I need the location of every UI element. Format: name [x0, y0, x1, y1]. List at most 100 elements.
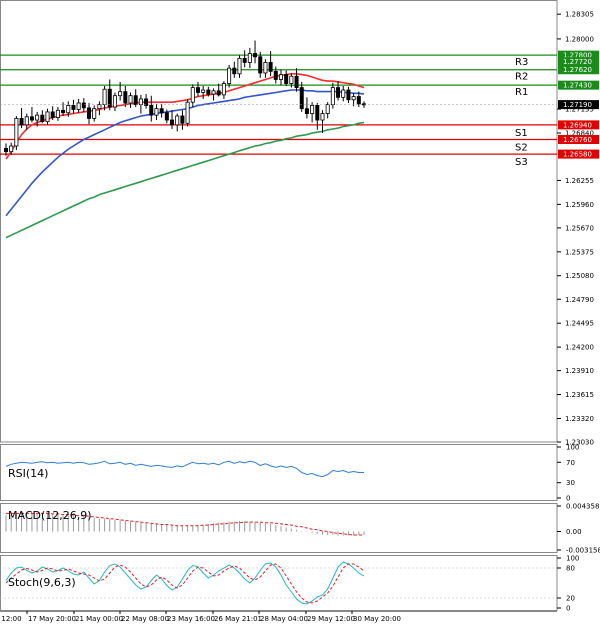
- stoch-panel-frame: [0, 555, 558, 611]
- candle: [325, 102, 330, 119]
- candle-body-bull: [341, 89, 346, 98]
- candle-body-bear: [336, 87, 341, 98]
- candle: [170, 110, 175, 129]
- candle-body-bull: [97, 104, 102, 110]
- current-price-tag-bg: [558, 100, 599, 110]
- candle: [268, 51, 273, 77]
- candle: [336, 81, 341, 101]
- price-tick-label: 1.26255: [565, 177, 594, 185]
- candle: [45, 108, 50, 125]
- price-tick-label: 1.23320: [565, 415, 594, 423]
- pivot-levels: R3 R2 R1 S1 S2 S3: [0, 54, 557, 168]
- candle-body-bull: [154, 108, 159, 116]
- candle-body-bear: [123, 91, 128, 104]
- candle: [216, 83, 221, 97]
- candle: [128, 92, 133, 108]
- price-tick-label: 1.25960: [565, 201, 594, 209]
- candle: [175, 113, 180, 132]
- candle-body-bull: [66, 105, 71, 114]
- candle: [206, 86, 211, 97]
- candle: [92, 105, 97, 122]
- candle: [55, 107, 60, 121]
- candle-body-bear: [29, 116, 34, 121]
- rsi-panel-tick-label: 100: [566, 444, 579, 452]
- candle-body-bear: [232, 67, 237, 75]
- candle-body-bear: [356, 96, 361, 105]
- candle-body-bear: [149, 105, 154, 116]
- candle-body-bear: [164, 112, 169, 121]
- level-label-s2: S2: [515, 142, 528, 153]
- candle-body-bear: [144, 98, 149, 106]
- candle: [242, 50, 247, 68]
- candle: [294, 68, 299, 92]
- candle: [351, 93, 356, 107]
- rsi-panel: 100 70 30 0: [0, 444, 579, 503]
- stoch-panel-tick-label: 100: [566, 555, 579, 563]
- candle: [35, 111, 40, 127]
- candle-body-bear: [180, 115, 185, 124]
- candle-body-bear: [81, 102, 86, 109]
- candle-body-bull: [76, 102, 81, 110]
- candle: [237, 55, 242, 78]
- ma-line-1: [5, 89, 365, 217]
- macd-title: MACD(12,26,9): [8, 509, 92, 522]
- time-tick-label: y 12:00: [0, 615, 22, 623]
- candle: [201, 85, 206, 99]
- candle-body-bull: [289, 75, 294, 84]
- level-tag-r2: 1.27620: [563, 66, 592, 74]
- candle-body-bull: [211, 90, 216, 95]
- candle-body-bull: [112, 95, 117, 108]
- moving-averages: [5, 73, 365, 239]
- candle-body-bull: [92, 108, 97, 119]
- candle: [102, 85, 107, 111]
- candle: [185, 98, 190, 127]
- candle: [29, 107, 34, 123]
- candle-body-bear: [294, 75, 299, 88]
- level-tag-r2-bg: [558, 65, 599, 75]
- candle: [227, 64, 232, 88]
- candle-body-bull: [263, 62, 268, 74]
- rsi-panel-tick-label: 30: [566, 479, 575, 487]
- candle-body-bear: [19, 118, 24, 126]
- rsi-line: [5, 460, 364, 478]
- time-tick-label: 21 May 00:00: [75, 615, 123, 623]
- candle: [304, 97, 309, 119]
- macd-panel-tick-label: 0.00: [566, 528, 582, 536]
- level-tag-r1-bg: [558, 80, 599, 90]
- candle: [66, 101, 71, 117]
- candle-body-bear: [159, 108, 164, 114]
- ma-line-2: [5, 121, 365, 239]
- candle: [247, 47, 252, 69]
- price-tick-label: 1.27135: [565, 106, 594, 114]
- rsi-panel-frame: [0, 444, 558, 501]
- level-tag-s2: 1.26760: [563, 136, 592, 144]
- candle: [253, 40, 258, 64]
- candle: [97, 101, 102, 116]
- candle: [118, 81, 123, 101]
- candle: [107, 79, 112, 111]
- candle: [19, 107, 24, 129]
- candle: [180, 110, 185, 130]
- stoch-signal-line: [5, 563, 365, 604]
- candle-body-bear: [40, 114, 45, 123]
- stoch-panel-tick-label: 20: [566, 595, 575, 603]
- candle-body-bull: [9, 145, 14, 153]
- candle-body-bull: [128, 95, 133, 104]
- candle-body-bull: [118, 91, 123, 97]
- candle-body-bear: [315, 105, 320, 121]
- candle: [341, 85, 346, 102]
- stoch-panel-tick-label: 0: [566, 605, 570, 613]
- candle-body-bear: [71, 105, 76, 110]
- candle-body-bear: [206, 89, 211, 95]
- candle: [190, 84, 195, 108]
- candle-body-bear: [284, 74, 289, 84]
- price-tick-label: 1.24200: [565, 344, 594, 352]
- candle-body-bull: [310, 105, 315, 114]
- time-tick-label: 17 May 20:00: [28, 615, 76, 623]
- candle: [356, 91, 361, 108]
- candle: [9, 142, 14, 155]
- candle: [195, 81, 200, 97]
- candle-body-bear: [304, 108, 309, 114]
- extra-tag: 1.27720: [563, 58, 592, 66]
